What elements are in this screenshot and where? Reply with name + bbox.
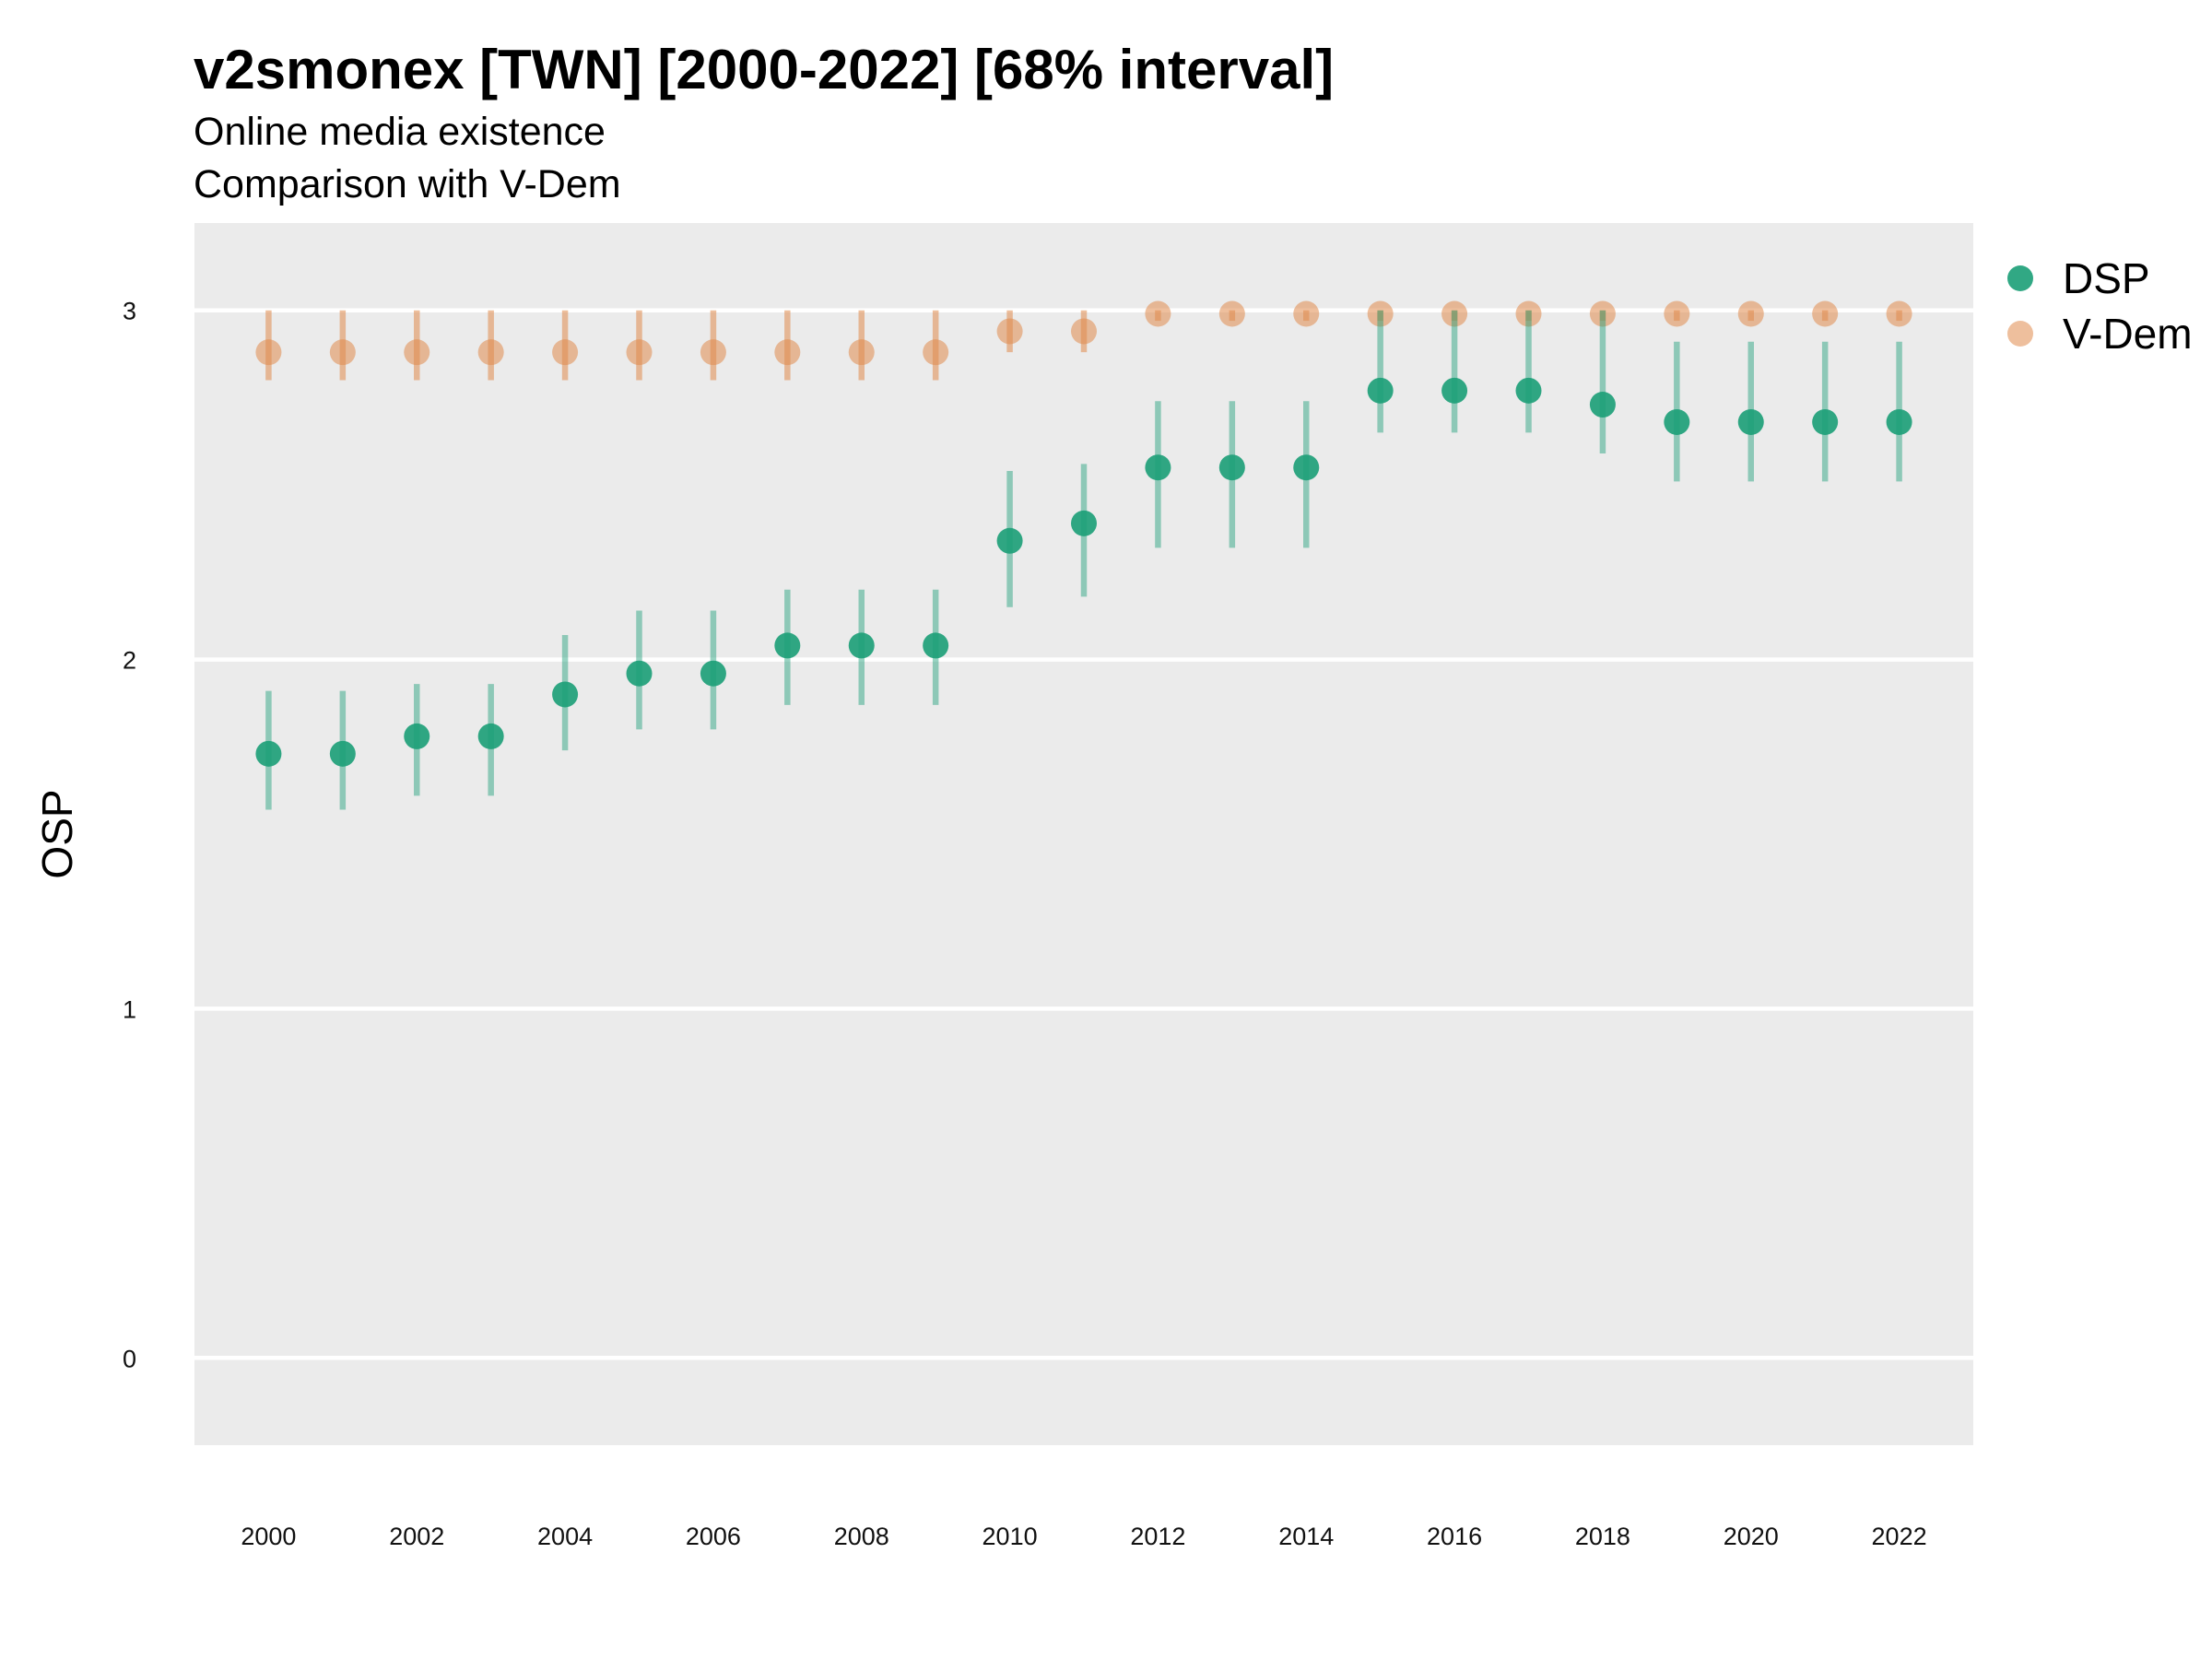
vdem-point-2020 xyxy=(1737,300,1764,327)
x-tick-label: 2014 xyxy=(1278,1523,1334,1550)
vdem-point-2013 xyxy=(1218,300,1245,327)
vdem-point-2003 xyxy=(477,339,504,366)
chart-subtitle-line-1: Online media existence xyxy=(194,110,606,154)
vdem-point-2010 xyxy=(996,318,1023,345)
x-tick-label: 2010 xyxy=(982,1523,1038,1550)
vdem-point-2016 xyxy=(1441,300,1468,327)
dsp-point-2006 xyxy=(700,660,726,687)
dsp-point-2007 xyxy=(774,632,801,659)
dsp-point-2008 xyxy=(848,632,875,659)
series-layer xyxy=(255,300,1912,810)
legend-dsp-label: DSP xyxy=(2063,254,2150,302)
vdem-point-2002 xyxy=(404,339,430,366)
dsp-point-2014 xyxy=(1293,454,1320,481)
dsp-point-2017 xyxy=(1515,377,1542,404)
y-tick-label: 1 xyxy=(123,995,136,1023)
x-tick-label: 2018 xyxy=(1575,1523,1630,1550)
y-tick-label: 2 xyxy=(123,647,136,675)
vdem-point-2004 xyxy=(552,339,579,366)
vdem-point-2019 xyxy=(1664,300,1690,327)
legend-vdem-label: V-Dem xyxy=(2063,310,2193,358)
vdem-point-2006 xyxy=(700,339,726,366)
dsp-point-2005 xyxy=(626,660,653,687)
y-axis-ticks: 0 1 2 3 xyxy=(123,298,136,1373)
dsp-point-2000 xyxy=(255,740,282,767)
x-tick-label: 2008 xyxy=(834,1523,889,1550)
x-tick-label: 2002 xyxy=(389,1523,444,1550)
dsp-point-2013 xyxy=(1218,454,1245,481)
dsp-point-2003 xyxy=(477,723,504,749)
dsp-point-2020 xyxy=(1737,408,1764,435)
y-tick-label: 0 xyxy=(123,1345,136,1372)
y-axis-label: OSP xyxy=(33,789,81,878)
x-tick-label: 2012 xyxy=(1130,1523,1185,1550)
dsp-point-2019 xyxy=(1664,408,1690,435)
x-tick-label: 2000 xyxy=(241,1523,296,1550)
x-tick-label: 2004 xyxy=(537,1523,593,1550)
x-tick-label: 2022 xyxy=(1872,1523,1927,1550)
dsp-point-2010 xyxy=(996,527,1023,554)
chart-subtitle-line-2: Comparison with V-Dem xyxy=(194,162,621,206)
legend-vdem-marker xyxy=(2007,321,2033,347)
vdem-point-2015 xyxy=(1367,300,1394,327)
series-vdem xyxy=(255,300,1912,381)
y-tick-label: 3 xyxy=(123,298,136,325)
vdem-point-2012 xyxy=(1145,300,1171,327)
vdem-point-2005 xyxy=(626,339,653,366)
dsp-point-2011 xyxy=(1071,510,1097,536)
dsp-point-2002 xyxy=(404,723,430,749)
dsp-point-2022 xyxy=(1886,408,1912,435)
vdem-point-2022 xyxy=(1886,300,1912,327)
vdem-point-2007 xyxy=(774,339,801,366)
x-axis-ticks: 2000 2002 2004 2006 2008 2010 2012 2014 2016 2018… xyxy=(241,1523,1926,1550)
vdem-point-2001 xyxy=(329,339,356,366)
vdem-point-2017 xyxy=(1515,300,1542,327)
dsp-point-2018 xyxy=(1589,392,1616,418)
legend: DSP V-Dem xyxy=(2007,254,2193,358)
dsp-point-2004 xyxy=(552,681,579,708)
x-tick-label: 2006 xyxy=(686,1523,741,1550)
dsp-point-2015 xyxy=(1367,377,1394,404)
x-tick-label: 2016 xyxy=(1427,1523,1482,1550)
dsp-point-2016 xyxy=(1441,377,1468,404)
dsp-point-2009 xyxy=(923,632,949,659)
plot-panel xyxy=(194,223,1973,1445)
vdem-point-2009 xyxy=(923,339,949,366)
series-dsp xyxy=(255,310,1912,810)
chart-title: v2smonex [TWN] [2000-2022] [68% interval… xyxy=(194,39,1334,100)
dsp-point-2012 xyxy=(1145,454,1171,481)
vdem-point-2000 xyxy=(255,339,282,366)
dsp-point-2001 xyxy=(329,740,356,767)
vdem-point-2008 xyxy=(848,339,875,366)
dsp-point-2021 xyxy=(1812,408,1839,435)
x-tick-label: 2020 xyxy=(1724,1523,1779,1550)
vdem-point-2018 xyxy=(1589,300,1616,327)
vdem-point-2011 xyxy=(1071,318,1097,345)
legend-dsp-marker xyxy=(2007,265,2033,291)
vdem-point-2021 xyxy=(1812,300,1839,327)
vdem-point-2014 xyxy=(1293,300,1320,327)
